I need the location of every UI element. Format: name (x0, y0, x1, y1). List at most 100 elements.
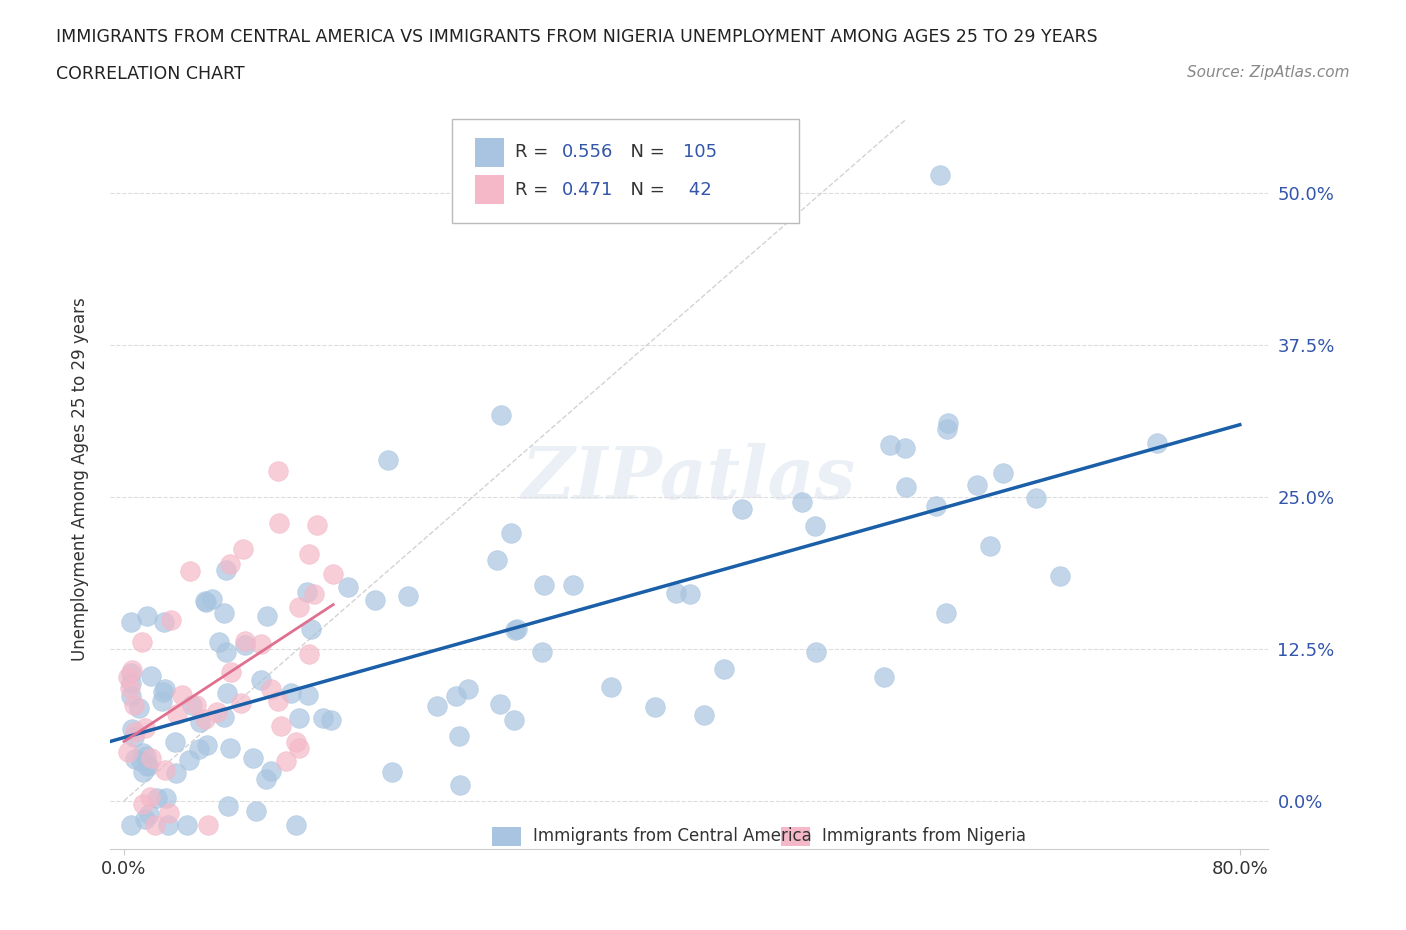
Point (143, 817, 166, 832)
Point (284, 817, 307, 832)
Point (135, 758, 157, 773)
Text: 42: 42 (683, 180, 711, 198)
Point (212, 710, 235, 724)
Point (132, 764, 155, 779)
Point (195, 737, 218, 752)
Point (298, 646, 321, 661)
Point (449, 777, 471, 792)
Point (179, 564, 201, 578)
Point (132, 746, 155, 761)
FancyBboxPatch shape (451, 119, 799, 223)
Point (229, 696, 252, 711)
Point (531, 644, 554, 659)
Text: N =: N = (620, 180, 671, 198)
Point (381, 765, 404, 780)
Point (935, 421, 957, 436)
Point (215, 644, 238, 659)
Point (486, 552, 509, 567)
Point (215, 563, 238, 578)
Point (269, 515, 291, 530)
Point (129, 753, 152, 768)
Point (364, 592, 387, 607)
Text: ZIPatlas: ZIPatlas (522, 444, 856, 514)
Point (160, 613, 183, 628)
Point (131, 635, 153, 650)
Point (256, 609, 278, 624)
Point (156, 817, 179, 832)
Point (141, 751, 163, 765)
Point (284, 735, 307, 750)
Text: 105: 105 (683, 143, 717, 162)
Point (215, 685, 238, 700)
Point (533, 578, 555, 592)
Point (124, 751, 146, 766)
Point (135, 608, 157, 623)
Point (562, 578, 585, 592)
Point (135, 749, 157, 764)
Point (322, 566, 344, 581)
Point (894, 441, 917, 456)
Text: IMMIGRANTS FROM CENTRAL AMERICA VS IMMIGRANTS FROM NIGERIA UNEMPLOYMENT AMONG AG: IMMIGRANTS FROM CENTRAL AMERICA VS IMMIG… (56, 28, 1098, 46)
Point (297, 687, 319, 702)
Point (873, 670, 896, 684)
Point (232, 541, 254, 556)
Text: N =: N = (620, 143, 671, 162)
Point (117, 670, 139, 684)
Point (117, 745, 139, 760)
Point (693, 708, 716, 723)
Point (153, 763, 176, 777)
Point (979, 538, 1001, 553)
Point (207, 635, 229, 650)
Point (925, 498, 948, 513)
Point (295, 584, 318, 599)
Point (288, 711, 311, 725)
Point (134, 721, 156, 736)
Point (444, 688, 467, 703)
Point (731, 502, 754, 517)
Point (214, 605, 236, 620)
Point (447, 729, 470, 744)
Point (600, 679, 623, 694)
Point (188, 742, 211, 757)
Point (197, 817, 219, 832)
Point (124, 729, 146, 744)
Point (165, 765, 187, 780)
Text: R =: R = (515, 180, 554, 198)
Text: Immigrants from Nigeria: Immigrants from Nigeria (823, 827, 1026, 845)
Point (201, 591, 224, 606)
Point (163, 735, 186, 750)
Point (929, 167, 952, 182)
Point (489, 697, 512, 711)
Point (1049, 568, 1071, 583)
Point (146, 790, 169, 805)
Point (205, 704, 228, 719)
Point (307, 517, 329, 532)
Point (302, 587, 325, 602)
Point (501, 525, 523, 540)
Point (242, 751, 264, 765)
Point (250, 672, 273, 687)
Point (155, 790, 177, 805)
Point (120, 817, 142, 832)
Point (713, 661, 735, 676)
Point (935, 605, 957, 620)
Point (894, 479, 917, 494)
Point (266, 463, 288, 478)
Point (134, 812, 156, 827)
Point (120, 675, 142, 690)
Point (184, 698, 207, 712)
Point (118, 681, 141, 696)
Text: 0.471: 0.471 (561, 180, 613, 198)
Text: CORRELATION CHART: CORRELATION CHART (56, 65, 245, 83)
FancyBboxPatch shape (475, 138, 503, 167)
Point (267, 694, 290, 709)
Point (270, 719, 292, 734)
Point (120, 666, 142, 681)
Point (170, 687, 193, 702)
Point (153, 615, 176, 630)
Point (120, 614, 142, 629)
Point (254, 772, 277, 787)
Text: 0.556: 0.556 (561, 143, 613, 162)
Point (157, 805, 180, 820)
Point (489, 408, 512, 423)
